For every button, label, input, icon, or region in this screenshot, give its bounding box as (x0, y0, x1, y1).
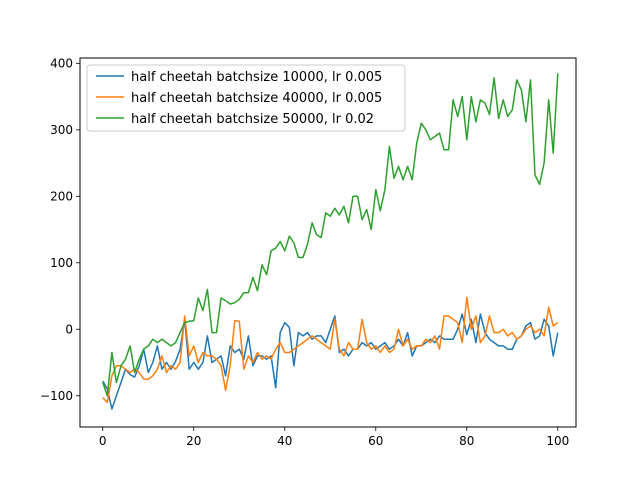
y-tick-label: 400 (50, 56, 73, 70)
legend-label: half cheetah batchsize 40000, lr 0.005 (131, 91, 382, 106)
x-tick-label: 0 (99, 434, 107, 448)
series-line-2 (102, 296, 559, 404)
legend-label: half cheetah batchsize 10000, lr 0.005 (131, 70, 382, 85)
series-line-1 (102, 313, 559, 410)
y-tick-label: 300 (50, 123, 73, 137)
legend-box (86, 64, 406, 132)
x-tick-label: 100 (546, 434, 569, 448)
y-axis-ticks: −100 0 100 200 300 400 (40, 56, 80, 403)
x-tick-label: 40 (277, 434, 292, 448)
x-tick-label: 20 (186, 434, 201, 448)
y-tick-label: 200 (50, 189, 73, 203)
series-line-3 (102, 73, 559, 397)
y-tick-label: 100 (50, 256, 73, 270)
x-axis-ticks: 0 20 40 60 80 100 (99, 427, 569, 448)
x-tick-label: 60 (368, 434, 383, 448)
x-tick-label: 80 (459, 434, 474, 448)
legend-label: half cheetah batchsize 50000, lr 0.02 (131, 112, 374, 127)
plot-frame (79, 57, 577, 428)
series-layer (102, 73, 559, 410)
y-tick-label: −100 (40, 389, 73, 403)
legend: half cheetah batchsize 10000, lr 0.005 ha… (86, 64, 406, 132)
y-tick-label: 0 (65, 322, 73, 336)
